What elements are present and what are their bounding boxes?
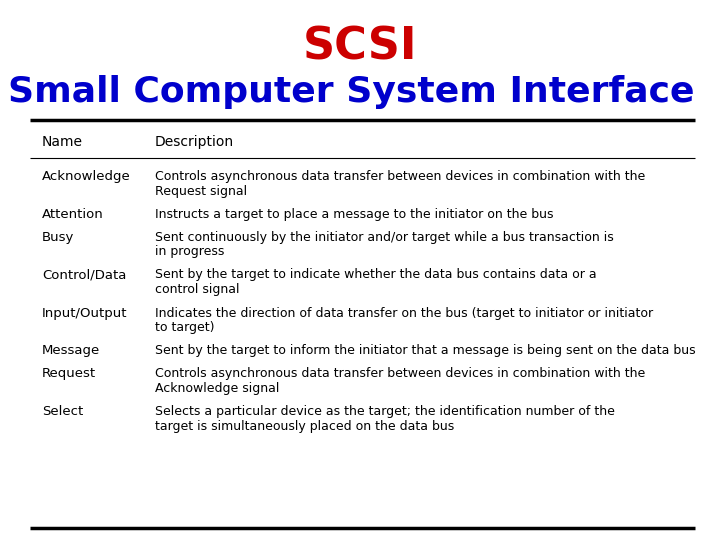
Text: Instructs a target to place a message to the initiator on the bus: Instructs a target to place a message to… xyxy=(155,208,554,221)
Text: Busy: Busy xyxy=(42,231,74,244)
Text: Acknowledge: Acknowledge xyxy=(42,170,131,183)
Text: Select: Select xyxy=(42,405,84,418)
Text: Message: Message xyxy=(42,345,100,357)
Text: Controls asynchronous data transfer between devices in combination with the
Ackn: Controls asynchronous data transfer betw… xyxy=(155,367,645,395)
Text: Controls asynchronous data transfer between devices in combination with the
Requ: Controls asynchronous data transfer betw… xyxy=(155,170,645,198)
Text: Attention: Attention xyxy=(42,208,104,221)
Text: Control/Data: Control/Data xyxy=(42,268,127,281)
Text: Input/Output: Input/Output xyxy=(42,307,127,320)
Text: Sent by the target to indicate whether the data bus contains data or a
control s: Sent by the target to indicate whether t… xyxy=(155,268,597,296)
Text: Sent by the target to inform the initiator that a message is being sent on the d: Sent by the target to inform the initiat… xyxy=(155,345,696,357)
Text: Sent continuously by the initiator and/or target while a bus transaction is
in p: Sent continuously by the initiator and/o… xyxy=(155,231,613,259)
Text: Description: Description xyxy=(155,135,234,149)
Text: Name: Name xyxy=(42,135,83,149)
Text: Small Computer System Interface: Small Computer System Interface xyxy=(8,75,695,109)
Text: Indicates the direction of data transfer on the bus (target to initiator or init: Indicates the direction of data transfer… xyxy=(155,307,653,334)
Text: Request: Request xyxy=(42,367,96,380)
Text: SCSI: SCSI xyxy=(302,25,418,68)
Text: Selects a particular device as the target; the identification number of the
targ: Selects a particular device as the targe… xyxy=(155,405,615,433)
